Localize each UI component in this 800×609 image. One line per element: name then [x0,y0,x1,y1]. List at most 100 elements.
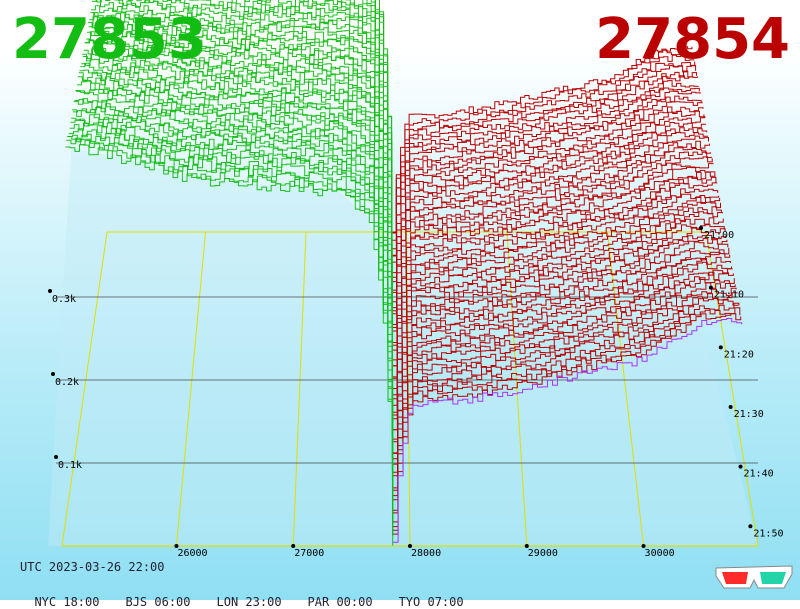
time-tick-dot [708,285,713,290]
bid-series-line [127,0,393,340]
ask-series-line [392,95,702,291]
ask-series-line [392,135,709,332]
ask-series-line [392,211,723,420]
ask-series-line [392,70,697,257]
ask-series-line [392,256,732,473]
time-tick-dot [718,345,723,350]
depth-surface [48,147,758,546]
ask-series-line [392,271,734,491]
time-tick-dot [738,464,743,469]
time-tick-label: 21:40 [744,469,774,480]
timezone-row: NYC 18:00 BJS 06:00 LON 23:00 PAR 00:00 TYO … [20,581,490,609]
time-tick-label: 21:30 [734,409,764,420]
utc-time: UTC 2023-03-26 22:00 [20,560,165,574]
timezone-par: PAR 00:00 [307,595,373,609]
price-tick-dot [641,544,646,548]
bid-series-line [87,30,393,389]
ask-series-line [392,188,719,396]
price-tick-label: 26000 [177,548,207,559]
ask-series-line [392,75,698,263]
depth-series [65,0,743,546]
volume-tick-dot [48,289,53,293]
timezone-bjs: BJS 06:00 [125,595,191,609]
price-tick-label: 30000 [645,548,675,559]
ask-series-line [392,80,699,274]
bid-series-line [77,80,393,458]
ask-series-line [392,196,721,406]
ask-series-line [392,147,711,346]
ask-price: 27854 [595,7,790,72]
bid-series-line [83,46,393,410]
volume-tick-label: 0.2k [55,377,79,388]
bid-series-line [84,39,393,412]
bid-series-line [65,144,394,546]
ask-series-line [392,175,717,379]
timezone-nyc: NYC 18:00 [34,595,100,609]
price-gridline [406,231,411,547]
bid-series-line [67,136,394,535]
bid-series-line [80,62,393,435]
price-tick-label: 27000 [294,548,324,559]
price-tick-dot [524,544,529,548]
ask-series-line [392,131,709,328]
ask-series-line [392,171,716,378]
ask-series-line [393,298,739,523]
ask-series-line [392,226,726,440]
floor-left-edge [61,231,108,547]
ask-series-line [392,247,730,460]
bid-series-line [87,21,393,382]
ask-series-line [392,46,693,233]
ask-series-line [393,302,740,528]
price-gridline [607,231,645,547]
ask-series-line [392,224,725,431]
ask-series-line [392,156,713,361]
bid-series-line [71,114,393,501]
axis-labels: 26000 27000 28000 29000 30000 0.1k 0.2k 0.3k 21:… [48,226,784,559]
ask-series-line [392,217,724,431]
bid-series-line [68,128,394,520]
ask-series-line [392,110,705,309]
bid-series-line [82,48,393,421]
ask-series-line [392,251,731,465]
price-tick-label: 28000 [411,548,441,559]
ask-series-line [393,292,738,514]
timezone-tyo: TYO 07:00 [398,595,464,609]
bid-series-line [175,0,393,328]
price-tick-dot [291,544,296,548]
floor-right-edge [705,231,759,547]
ask-series-line [392,238,728,454]
time-tick-label: 21:10 [714,290,744,301]
bid-series-line [162,0,393,329]
volume-tick-dot [51,372,56,376]
ask-series-line [392,49,694,234]
ask-series-line [392,64,697,256]
depth-fill [48,147,758,546]
bid-series-line [91,5,393,361]
bid-series-line [66,137,394,536]
bid-series-line [68,133,394,523]
bid-series-line [74,99,393,481]
time-tick-dot [728,404,733,409]
volume-tick-dot [54,455,59,459]
bid-series-line [90,12,393,371]
ask-series-line [393,277,735,497]
ask-series-line [392,61,696,250]
bid-series-line [79,69,393,438]
bid-series-line [82,53,393,427]
ask-series-line [392,90,701,283]
bid-series-line [266,0,393,302]
time-tick-label: 21:50 [753,528,783,539]
3d-glasses-icon[interactable] [714,560,794,594]
ask-series-line [393,318,743,543]
timezone-lon: LON 23:00 [216,595,282,609]
ask-series-line [392,182,718,389]
ask-series-line [392,151,712,351]
ask-series-line [392,116,706,312]
time-tick-dot [699,226,703,230]
price-gridline [175,231,207,547]
ask-series-line [392,241,729,454]
time-tick-dot [748,524,753,529]
ask-series-line [392,87,700,278]
price-tick-label: 29000 [528,548,558,559]
price-tick-dot [408,544,413,548]
